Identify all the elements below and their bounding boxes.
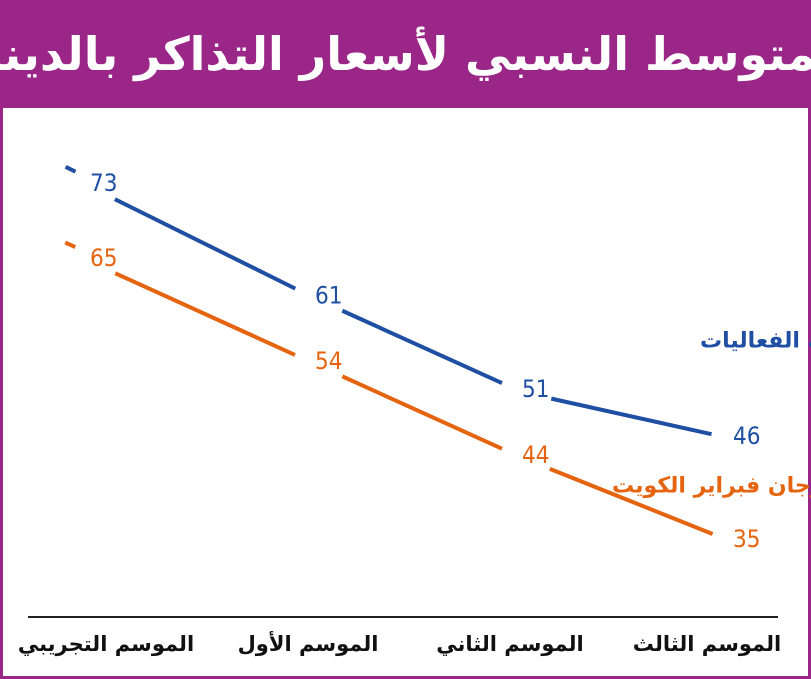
category-labels: الموسم التجريبي الموسم الأول الموسم الثاني… xyxy=(18,630,781,656)
series-all-lead-tick xyxy=(64,164,77,174)
value-label-excl-1: 65 xyxy=(90,244,117,272)
value-label-excl-2: 54 xyxy=(315,347,342,375)
series-excl-segment-3 xyxy=(549,467,714,536)
chart-title: المتوسط النسبي لأسعار التذاكر بالدينار xyxy=(0,27,811,81)
value-label-all-3: 51 xyxy=(522,375,549,403)
series-label-excl: من غير مهرجان فبراير الكويت xyxy=(612,474,811,499)
category-label-2: الموسم الأول xyxy=(238,630,379,656)
series-layer xyxy=(64,164,714,536)
value-label-all-4: 46 xyxy=(733,422,760,450)
series-excl-segment-1 xyxy=(114,271,296,357)
series-excl-lead-tick xyxy=(64,240,77,249)
series-all-segment-3 xyxy=(550,396,712,437)
category-label-4: الموسم الثالث xyxy=(633,632,781,656)
series-label-all: كافة الفعاليات xyxy=(700,328,811,353)
value-label-all-1: 73 xyxy=(90,169,117,197)
value-label-excl-3: 44 xyxy=(522,441,549,469)
title-bar: المتوسط النسبي لأسعار التذاكر بالدينار xyxy=(0,0,811,108)
value-label-excl-4: 35 xyxy=(733,525,760,553)
series-all-segment-2 xyxy=(341,308,503,385)
series-all-segment-1 xyxy=(113,197,297,291)
category-label-3: الموسم الثاني xyxy=(436,632,583,656)
series-excl-segment-2 xyxy=(341,374,503,451)
value-label-all-2: 61 xyxy=(315,281,342,309)
label-layer: 73 61 51 46 65 54 44 35 كافة الفعاليات من غير مهر… xyxy=(90,169,811,553)
category-label-1: الموسم التجريبي xyxy=(18,632,194,656)
